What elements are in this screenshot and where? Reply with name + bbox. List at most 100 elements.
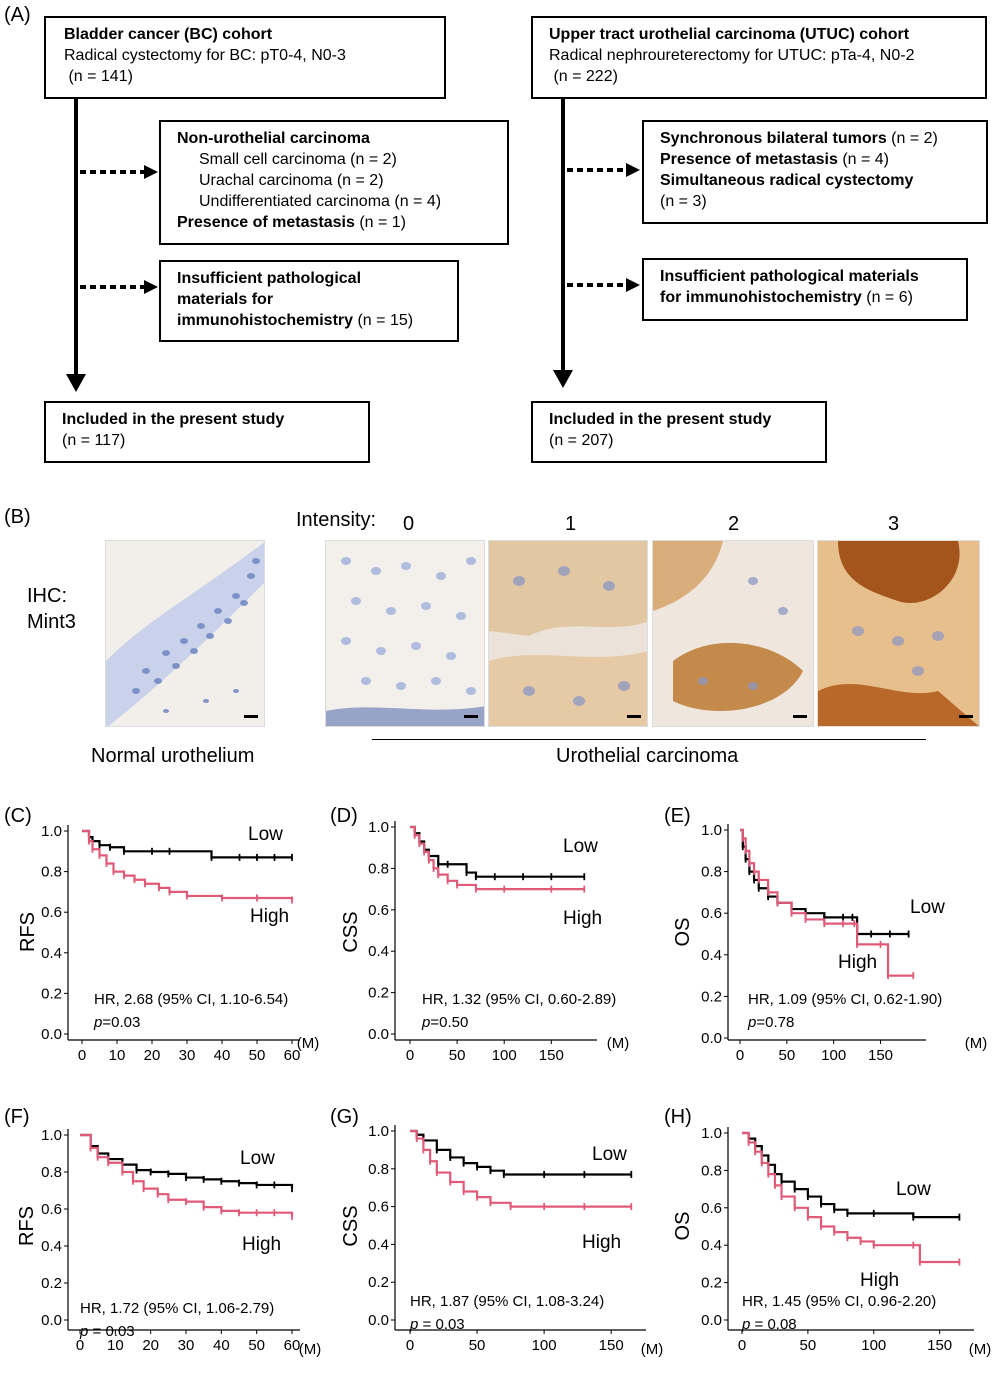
x-axis-unit: (M) [297,1035,320,1052]
series-label-high: High [582,1232,621,1253]
x-axis-unit: (M) [641,1341,664,1358]
x-tick-label: 0 [76,1337,84,1354]
intensity-0: 0 [403,513,415,535]
exclusion-item: Undifferentiated carcinoma (n = 4) [199,193,442,210]
p-value-text: p = 0.08 [741,1316,797,1333]
exclusion-text: for immunohistochemistry [660,289,862,306]
scale-bar [244,715,258,718]
panel-label-d: (D) [330,805,358,827]
ihc-intensity-1-image [488,540,648,727]
bc-cohort-criteria: Radical cystectomy for BC: pT0-4, N0-3 [64,47,346,64]
exclusion-item: Urachal carcinoma (n = 2) [199,172,384,189]
bc-cohort-title: Bladder cancer (BC) cohort [64,26,273,43]
ihc-intensity-3-image [817,540,980,727]
series-label-low: Low [248,824,283,845]
ihc-label: IHC: Mint3 [27,583,76,635]
x-axis-unit: (M) [299,1341,322,1358]
x-tick-label: 10 [107,1337,124,1354]
exclusion-heading: Presence of metastasis [177,214,355,231]
x-tick-label: 30 [179,1047,196,1064]
y-tick-label: 0.4 [368,943,389,960]
series-label-low: Low [910,897,945,918]
series-label-high: High [242,1234,281,1255]
urothelial-carcinoma-label: Urothelial carcinoma [556,745,739,767]
p-value-text: p = 0.03 [79,1323,135,1340]
km-curve-high [410,1129,632,1208]
x-tick-label: 0 [406,1047,414,1064]
y-axis-label: OS [672,918,694,947]
exclusion-text: Presence of metastasis [660,151,838,168]
y-tick-label: 0.0 [701,1312,722,1329]
utuc-exclusion-box-2: Insufficient pathological materials for … [642,258,968,321]
x-tick-label: 150 [539,1047,564,1064]
exclusion-count: (n = 4) [837,151,890,168]
y-tick-label: 0.2 [368,1274,389,1291]
x-axis-unit: (M) [965,1035,988,1052]
panel-label-h: (H) [664,1106,692,1128]
x-tick-label: 100 [821,1047,846,1064]
y-axis-label: OS [672,1212,694,1241]
panel-a-label: (A) [4,4,31,26]
y-tick-label: 0.0 [368,1312,389,1329]
y-tick-label: 1.0 [701,822,722,839]
x-tick-label: 50 [248,1337,265,1354]
km-curve-high [410,825,585,891]
bc-cohort-n: (n = 141) [64,68,133,85]
y-tick-label: 0.6 [41,1201,62,1218]
y-tick-label: 1.0 [701,1125,722,1142]
utuc-included-box: Included in the present study (n = 207) [531,401,827,463]
intensity-1: 1 [565,513,577,535]
ihc-label-line1: IHC: [27,585,67,607]
ihc-intensity-0-image [325,540,485,727]
x-tick-label: 0 [736,1047,744,1064]
exclusion-text: Insufficient pathological materials [660,268,919,285]
y-tick-label: 0.0 [41,1026,62,1043]
panel-label-g: (G) [330,1106,359,1128]
x-tick-label: 40 [213,1337,230,1354]
included-title: Included in the present study [62,411,285,428]
intensity-2: 2 [728,513,740,535]
x-tick-label: 60 [284,1337,301,1354]
x-tick-label: 20 [144,1047,161,1064]
y-tick-label: 0.8 [368,1161,389,1178]
x-tick-label: 60 [284,1047,301,1064]
x-tick-label: 50 [469,1337,486,1354]
y-tick-label: 0.0 [41,1312,62,1329]
y-axis-label: RFS [17,912,39,952]
panel-label-e: (E) [664,805,691,827]
hazard-ratio-text: HR, 1.45 (95% CI, 0.96-2.20) [742,1293,936,1310]
exclusion-count: (n = 1) [354,214,407,231]
flowchart-arrows [66,98,640,392]
bc-exclusion-box-2: Insufficient pathological materials for … [159,260,459,342]
x-tick-label: 50 [449,1047,466,1064]
p-value-text: p=0.78 [747,1014,794,1031]
x-tick-label: 150 [927,1337,952,1354]
normal-urothelium-label: Normal urothelium [91,745,255,767]
scale-bar [464,715,478,718]
y-tick-label: 0.6 [701,905,722,922]
utuc-cohort-criteria: Radical nephroureterectomy for UTUC: pTa… [549,47,915,64]
x-axis-unit: (M) [969,1341,992,1358]
x-tick-label: 100 [861,1337,886,1354]
y-tick-label: 0.2 [701,988,722,1005]
exclusion-count: (n = 3) [660,193,707,210]
p-value-text: p=0.50 [421,1014,468,1031]
utuc-cohort-title: Upper tract urothelial carcinoma (UTUC) … [549,26,910,43]
x-tick-label: 0 [406,1337,414,1354]
y-tick-label: 0.4 [41,945,62,962]
bc-exclusion-box-1: Non-urothelial carcinoma Small cell carc… [159,120,509,245]
scale-bar [959,715,973,718]
y-tick-label: 0.2 [701,1275,722,1292]
x-tick-label: 40 [214,1047,231,1064]
y-tick-label: 0.2 [41,1275,62,1292]
intensity-label: Intensity: [296,509,377,531]
left-main-arrowhead [66,374,86,392]
km-curves-area: (C)0.00.20.40.60.81.00 10 20 30 40 50 60(M)RFS… [4,805,992,1358]
km-curve-high [742,1131,960,1264]
y-tick-label: 0.4 [701,947,722,964]
hazard-ratio-text: HR, 1.32 (95% CI, 0.60-2.89) [422,991,616,1008]
p-value-text: p = 0.03 [409,1316,465,1333]
x-tick-label: 150 [868,1047,893,1064]
bc-cohort-box: Bladder cancer (BC) cohort Radical cyste… [44,16,446,99]
scale-bar [793,715,807,718]
